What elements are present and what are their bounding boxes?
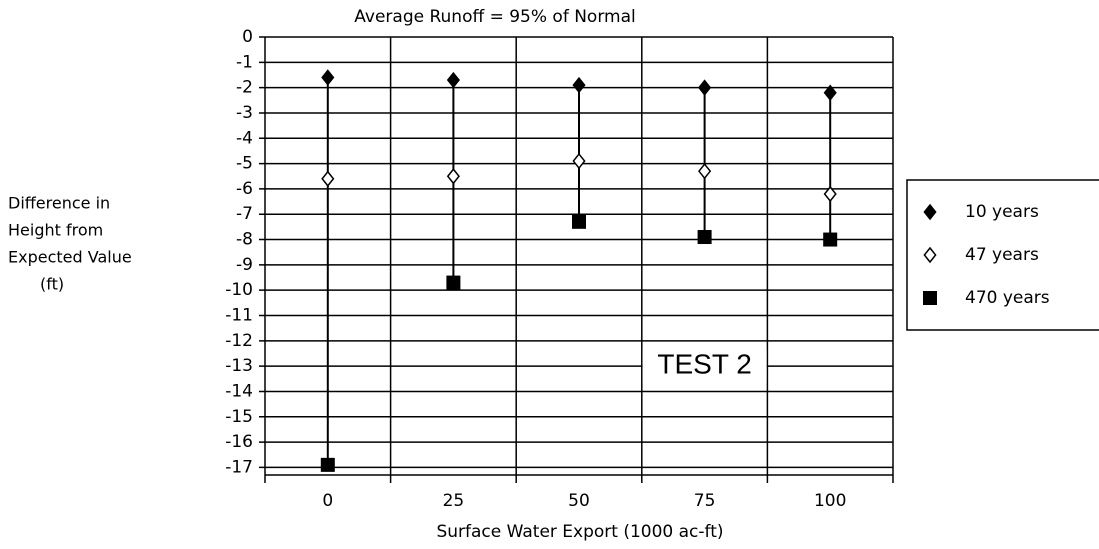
y-axis-label: (ft) xyxy=(40,275,64,294)
y-tick-label: -4 xyxy=(236,128,253,148)
y-tick-label: -6 xyxy=(236,179,253,199)
x-tick-label: 100 xyxy=(814,491,846,511)
marker xyxy=(446,275,461,290)
y-tick-label: -9 xyxy=(236,255,253,275)
x-tick-label: 25 xyxy=(443,491,465,511)
marker xyxy=(320,457,335,472)
x-tick-label: 50 xyxy=(568,491,590,511)
y-tick-label: -11 xyxy=(225,305,253,325)
marker xyxy=(698,79,712,96)
marker xyxy=(823,84,837,101)
marker xyxy=(823,232,838,247)
y-tick-label: -3 xyxy=(236,103,253,123)
legend-marker xyxy=(923,246,937,264)
marker xyxy=(321,69,335,86)
marker xyxy=(697,230,712,245)
x-axis-label: Surface Water Export (1000 ac-ft) xyxy=(436,522,723,542)
y-axis-label: Expected Value xyxy=(8,248,132,267)
marker xyxy=(823,185,837,203)
y-tick-label: -2 xyxy=(236,78,253,98)
y-tick-label: -16 xyxy=(225,432,253,452)
legend-label: 47 years xyxy=(965,245,1039,265)
legend-box xyxy=(906,179,1099,331)
y-tick-label: -12 xyxy=(225,331,253,351)
y-axis-label: Difference in xyxy=(8,194,110,213)
x-tick-label: 75 xyxy=(694,491,716,511)
annotation-box xyxy=(642,349,767,384)
marker xyxy=(446,71,460,89)
chart-title: Average Runoff = 95% of Normal xyxy=(354,7,635,27)
legend-label: 10 years xyxy=(965,202,1039,222)
y-tick-label: -1 xyxy=(236,52,253,72)
y-tick-label: -17 xyxy=(225,457,253,477)
marker xyxy=(572,152,586,170)
y-tick-label: -14 xyxy=(225,381,253,401)
marker xyxy=(572,214,586,229)
marker xyxy=(698,162,712,180)
y-tick-label: -15 xyxy=(225,407,253,427)
y-tick-label: -7 xyxy=(236,204,253,224)
y-axis-label: Height from xyxy=(8,221,103,240)
marker xyxy=(572,76,586,94)
legend-marker xyxy=(923,291,937,305)
y-tick-label: -8 xyxy=(236,230,253,250)
y-tick-label: -5 xyxy=(236,154,253,174)
x-tick-label: 0 xyxy=(322,491,333,511)
y-tick-label: -10 xyxy=(225,280,253,300)
marker xyxy=(446,168,460,185)
legend-marker xyxy=(923,203,937,221)
marker xyxy=(321,170,335,187)
annotation: TEST 2 xyxy=(657,349,751,380)
y-tick-label: -13 xyxy=(225,356,253,376)
y-tick-label: 0 xyxy=(242,27,253,47)
legend-label: 470 years xyxy=(965,288,1050,308)
